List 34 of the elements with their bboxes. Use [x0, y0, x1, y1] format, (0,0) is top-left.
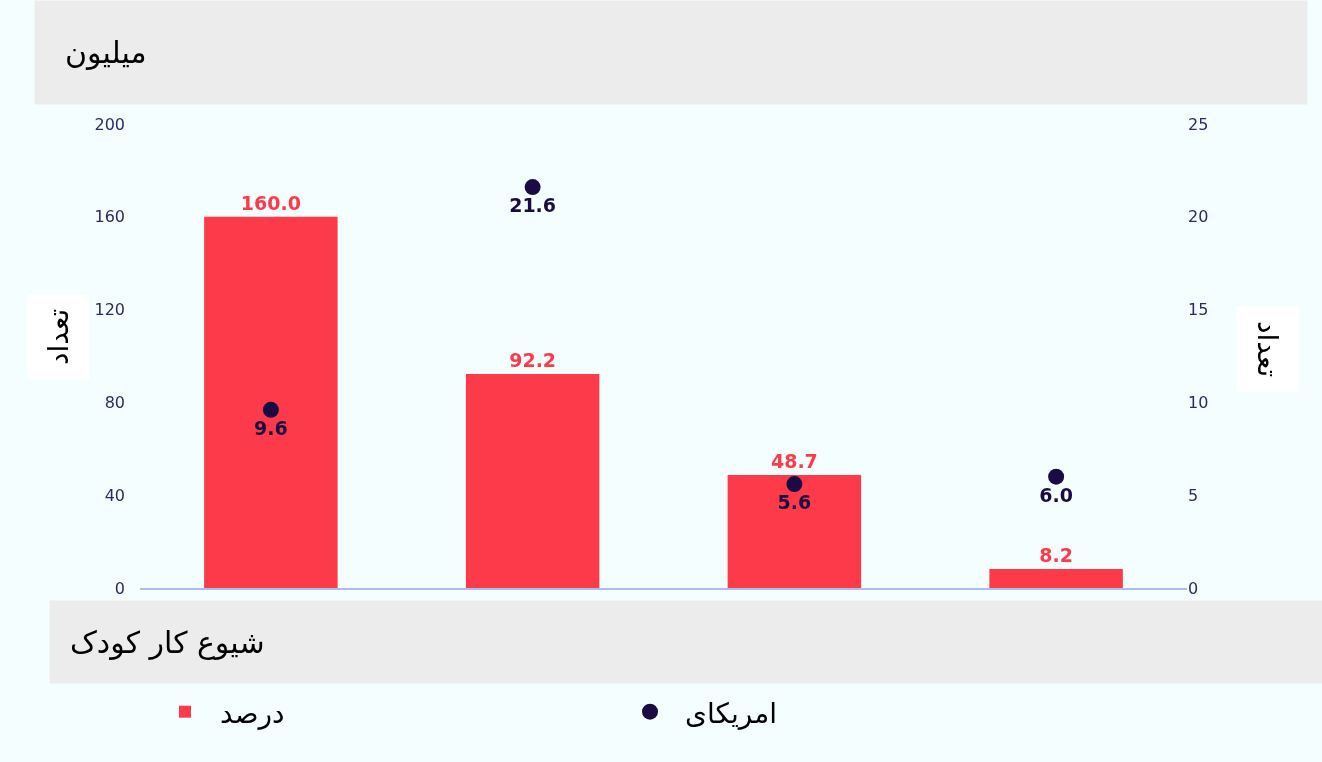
point	[786, 476, 803, 493]
y2-tick-label: 5	[1188, 485, 1199, 505]
point	[1048, 468, 1065, 485]
y2-tick-label: 10	[1188, 393, 1209, 412]
data-label: 21.6	[509, 194, 557, 217]
legend-label: درصد	[220, 696, 285, 730]
y-tick-label: 200	[94, 114, 125, 134]
y-tick-label: 0	[114, 578, 125, 598]
y-tick-label: 80	[104, 393, 125, 412]
y2-tick-label: 15	[1188, 300, 1209, 320]
data-label: 5.6	[777, 491, 812, 514]
bar	[204, 216, 338, 588]
data-label: 160.0	[240, 191, 301, 214]
y-tick-label: 160	[94, 207, 125, 227]
y-axis-title: تعداد	[42, 308, 75, 365]
y-tick-label: 120	[94, 300, 125, 320]
legend-label: امریکای	[685, 696, 777, 730]
bar	[727, 475, 862, 588]
data-label: 9.6	[254, 417, 288, 440]
y2-tick-label: 25	[1188, 114, 1209, 134]
y-tick-label: 40	[104, 485, 125, 505]
data-label: 92.2	[509, 349, 557, 372]
x-axis-title: شیوع کار کودک	[70, 624, 265, 660]
y2-tick-label: 20	[1188, 207, 1209, 227]
y2-axis-title: تعداد	[1251, 321, 1284, 378]
y2-tick-label: 0	[1188, 578, 1199, 598]
bar	[989, 568, 1123, 588]
data-label: 48.7	[770, 450, 818, 473]
bar	[465, 374, 600, 588]
data-label: 8.2	[1039, 543, 1073, 566]
point	[524, 179, 541, 196]
chart-title: میلیون	[65, 35, 147, 70]
point	[262, 401, 279, 418]
data-label: 6.0	[1039, 483, 1073, 506]
